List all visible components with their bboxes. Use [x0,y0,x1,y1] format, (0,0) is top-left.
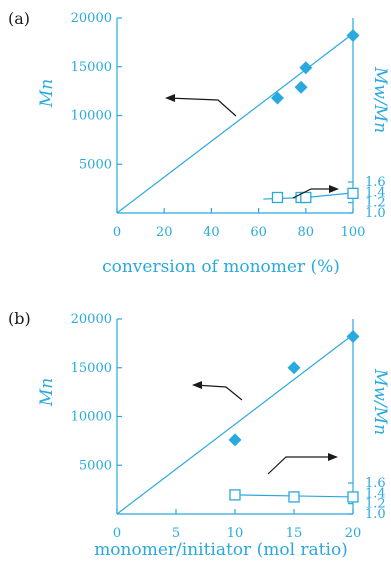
mn-point [294,80,308,94]
x-tick-label: 40 [203,225,220,240]
pdi-point [271,191,284,204]
y2-tick-label: 1.2 [365,497,386,512]
arrow-to-pdi-axis [267,456,335,475]
x-tick-label: 10 [227,526,244,541]
y2-tick-label: 1.2 [365,196,386,211]
mn-point [299,61,313,75]
arrowhead-left [165,94,175,102]
y-axis-title: Mn [37,79,57,108]
mn-point [346,29,360,43]
x-tick-label: 0 [113,526,121,541]
arrow-to-mn-axis [194,384,243,401]
y2-tick-label: 1.4 [365,185,386,200]
pdi-point [347,187,359,200]
mn-point [228,433,242,447]
y2-tick-label: 1.0 [365,206,386,221]
mn-point [287,361,301,375]
y-tick-label: 5000 [79,458,112,473]
mn-point [346,330,360,344]
panel-b: (b) 5000 10000 15000 20000 0 5 10 15 20 1.0 1.2 1.4 1… [0,284,391,567]
y-tick-label: 10000 [71,109,112,124]
arrowhead-right [329,185,339,193]
x-tick-label: 0 [113,225,121,240]
y-axis-title: Mn [37,378,57,407]
y-tick-label: 15000 [71,60,112,75]
x-axis-title: monomer/initiator (mol ratio) [94,540,348,560]
x-tick-label: 5 [172,526,180,541]
x-tick-label: 15 [286,526,303,541]
x-axis-title: conversion of monomer (%) [102,257,340,277]
y-tick-label: 20000 [71,11,112,26]
pdi-point [347,491,359,503]
y2-axis-title: Mw/Mn [370,66,390,133]
mn-fit-line [116,334,354,515]
arrow-to-mn-axis [167,97,237,117]
mn-fit-line [116,33,354,214]
panel-label: (b) [8,309,31,328]
y2-tick-label: 1.0 [365,507,386,522]
y-tick-label: 10000 [71,410,112,425]
x-tick-label: 20 [156,225,173,240]
arrowhead-left [192,381,202,389]
x-tick-label: 60 [250,225,267,240]
y2-axis-title: Mw/Mn [370,368,390,435]
chart-svg: (b) 5000 10000 15000 20000 0 5 10 15 201.01.21.41… [8,309,390,560]
chart-svg: (a) 5000 10000 15000 20000 0 20 40 60 80 100 1.01.2… [8,9,390,277]
y-tick-label: 20000 [71,312,112,327]
arrow-to-pdi-axis [292,188,336,199]
panel-a: (a) 5000 10000 15000 20000 0 20 40 60 80 100 1.0 1.2… [0,0,391,283]
arrowhead-right [328,453,338,461]
x-tick-label: 100 [341,225,366,240]
y2-tick-label: 1.6 [365,476,386,491]
pdi-point [288,491,300,503]
x-tick-label: 80 [298,225,315,240]
x-tick-label: 20 [345,526,362,541]
y2-tick-label: 1.6 [365,175,386,190]
y2-tick-label: 1.4 [365,486,386,501]
pdi-point [229,489,241,501]
mn-point [270,91,284,105]
y-tick-label: 15000 [71,361,112,376]
panel-label: (a) [8,9,30,28]
y-tick-label: 5000 [79,157,112,172]
pdi-point [300,191,312,204]
